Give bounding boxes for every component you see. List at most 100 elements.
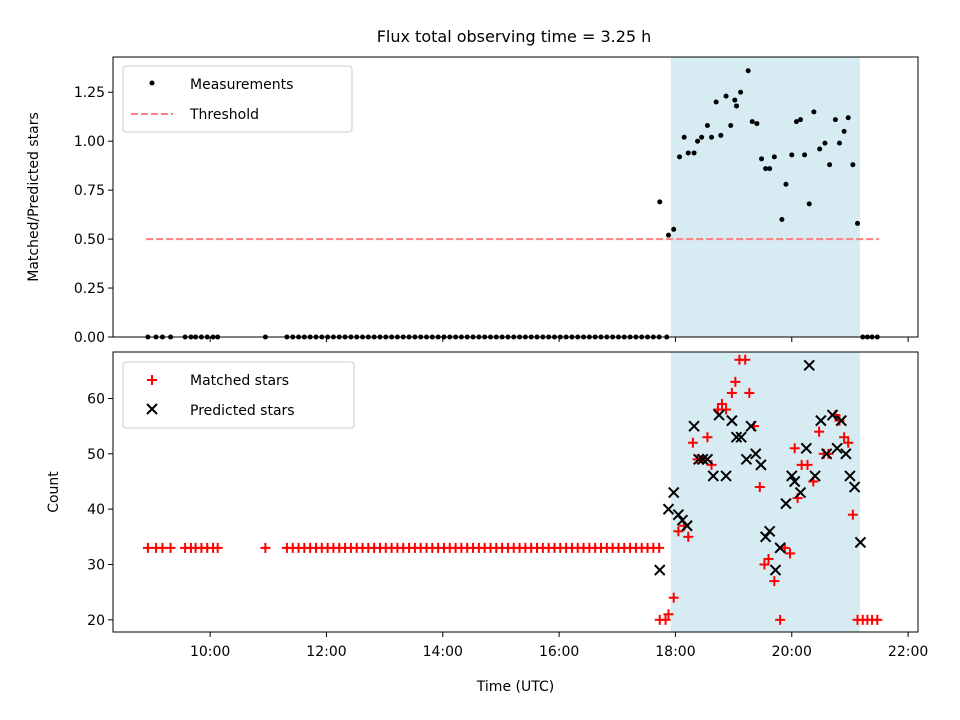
observing-window-bottom [670,352,860,632]
count-x-tick-label: 10:00 [190,644,230,660]
measurement-point [734,103,740,109]
ratio-y-tick-label: 1.00 [74,134,105,150]
predicted-point [668,486,680,499]
predicted-point [707,470,719,482]
measurement-point [806,201,812,207]
measurement-point [681,134,687,140]
measurement-point [832,117,838,123]
predicted-point [713,409,725,421]
measurement-point [677,154,683,160]
x-axis-label: Time (UTC) [476,679,554,695]
measurement-point [728,123,734,129]
matched-point [802,459,813,470]
chart-title: Flux total observing time = 3.25 h [377,27,652,46]
ratio-y-tick-label: 1.25 [74,85,105,101]
ratio-panel-frame [112,56,919,338]
count-legend: Matched stars Predicted stars [122,361,355,429]
measurement-point [723,93,729,99]
count-y-tick-label: 50 [87,447,105,463]
predicted-point [826,409,839,421]
predicted-point [740,453,753,466]
matched-point [721,404,732,415]
measurement-point [841,128,847,134]
predicted-point [745,420,757,432]
measurement-point [779,217,785,223]
predicted-point [788,475,801,488]
predicted-point [688,420,700,432]
legend-predicted-marker [146,403,158,415]
count-y-tick-label: 40 [87,502,105,518]
ratio-x-ticks [209,337,909,342]
count-x-tick-label: 20:00 [772,644,812,660]
measurement-point [793,119,799,125]
predicted-point [794,486,807,499]
matched-point [839,432,850,443]
matched-point [716,399,727,410]
matched-point [759,559,770,570]
predicted-point [693,453,705,466]
matched-point [843,437,854,448]
matched-point [730,376,741,387]
count-y-tick-label: 20 [87,613,105,629]
count-x-tick-label: 16:00 [539,644,579,660]
predicted-point [681,520,693,532]
matched-point [212,542,223,553]
legend-measurements-marker [149,80,155,86]
measurement-point [699,134,705,140]
matched-point [660,614,671,625]
measurement-point [783,181,789,187]
predicted-point [755,459,767,471]
matched-point [834,415,845,426]
count-x-tick-label: 18:00 [655,644,695,660]
matched-point [260,542,271,553]
matched-point [789,443,800,454]
ratio-y-tick-label: 0.75 [74,183,105,199]
measurement-point [671,226,677,232]
measurement-point [845,115,851,121]
matched-point [726,387,737,398]
matched-point [823,448,834,459]
matched-point [785,548,796,559]
measurement-point [763,166,769,172]
matched-point [763,553,774,564]
measurement-point [745,68,751,74]
observing-window-top [670,57,860,337]
matched-point [702,432,713,443]
matched-point [754,482,765,493]
predicted-point [662,503,675,515]
measurement-point [827,162,833,168]
legend-matched-glyph [147,375,157,385]
measurement-point [691,150,697,156]
predicted-point [835,414,847,427]
measurement-point [749,119,755,125]
legend-matched-label: Matched stars [190,373,289,389]
legend-measurements-label: Measurements [190,77,293,93]
predicted-point [809,470,821,482]
count-panel-frame [112,351,919,633]
matched-point [872,614,883,625]
matched-point [769,576,780,587]
measurement-point [798,117,804,123]
matched-point [663,609,674,620]
matched-point [775,614,786,625]
predicted-stars-series [654,359,867,576]
count-y-tick-label: 60 [87,391,105,407]
predicted-point [815,414,827,427]
matched-point [740,354,751,365]
ratio-legend: Measurements Threshold [122,65,353,133]
measurement-point [718,132,724,138]
predicted-point [831,442,843,454]
measurement-point [855,220,861,226]
measurement-point [704,123,710,129]
matched-point [654,542,665,553]
legend-predicted-label: Predicted stars [190,403,295,419]
matched-point [687,437,698,448]
count-x-tick-label: 22:00 [888,644,928,660]
count-y-tick-label: 30 [87,557,105,573]
ratio-panel: 0.00 0.25 0.50 0.75 1.00 1.25 Matched/Predict… [26,56,919,346]
count-y-axis-label: Count [46,471,62,513]
measurement-point [657,199,663,205]
measurement-point [665,232,671,238]
count-x-tick-label: 12:00 [306,644,346,660]
